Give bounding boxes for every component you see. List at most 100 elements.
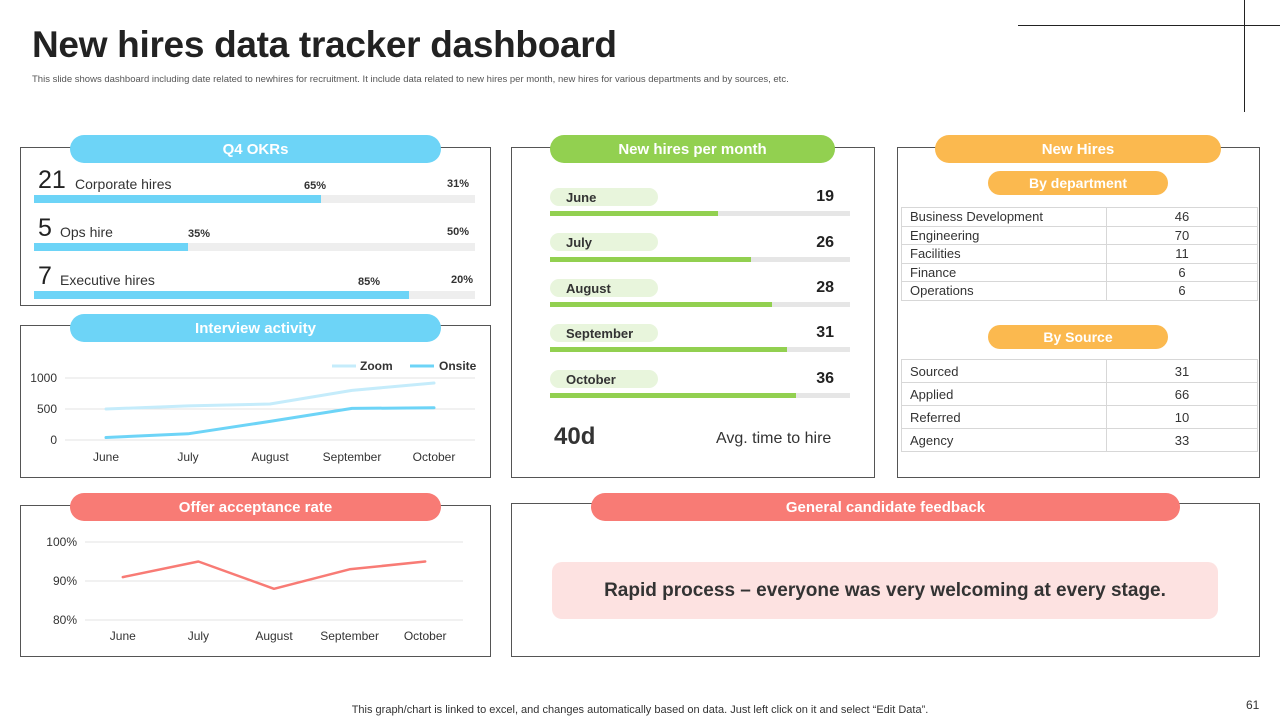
month-progress-track: [550, 393, 850, 398]
month-value: 26: [816, 234, 834, 251]
okr-count: 5: [38, 214, 52, 242]
okr-fill-percent: 65%: [304, 180, 327, 192]
footer-note: This graph/chart is linked to excel, and…: [351, 704, 929, 716]
source-value: 10: [1106, 405, 1258, 429]
okr-label: Executive hires: [60, 272, 155, 288]
decorative-line-vertical: [1244, 0, 1245, 112]
interview-title-pill: Interview activity: [70, 314, 441, 342]
offer-title-pill: Offer acceptance rate: [70, 493, 441, 521]
table-row: Finance 6: [901, 262, 1258, 282]
month-progress-fill: [550, 257, 751, 262]
okr-progress-fill: [34, 243, 189, 251]
x-tick-label: June: [110, 629, 136, 643]
department-value: 46: [1106, 207, 1258, 227]
month-value: 31: [816, 324, 834, 341]
okr-item: 21 Corporate hires 65% 31%: [34, 166, 478, 208]
table-row: Applied 66: [901, 382, 1258, 406]
department-value: 6: [1106, 262, 1258, 282]
legend-label-zoom: Zoom: [360, 359, 393, 373]
month-value: 28: [816, 279, 834, 296]
okr-item: 5 Ops hire 35% 50%: [34, 214, 478, 256]
source-name: Agency: [901, 428, 1107, 452]
okr-remaining-percent: 20%: [451, 274, 474, 286]
x-tick-label: August: [251, 450, 289, 464]
month-label: June: [550, 188, 658, 206]
table-row: Facilities 11: [901, 244, 1258, 264]
month-progress-track: [550, 347, 850, 352]
avg-time-value: 40d: [554, 423, 596, 450]
page-subtitle: This slide shows dashboard including dat…: [32, 74, 789, 85]
month-progress-fill: [550, 211, 718, 216]
department-name: Operations: [901, 281, 1107, 301]
feedback-title-pill: General candidate feedback: [591, 493, 1180, 521]
month-progress-fill: [550, 393, 796, 398]
table-row: Referred 10: [901, 405, 1258, 429]
series-line-offer-acceptance-rate: [121, 560, 427, 591]
department-name: Business Development: [901, 207, 1107, 227]
x-tick-label: June: [93, 450, 119, 464]
okr-remaining-percent: 50%: [447, 226, 470, 238]
department-name: Facilities: [901, 244, 1107, 264]
okr-count: 21: [38, 166, 66, 194]
x-tick-label: October: [413, 450, 456, 464]
month-label: October: [550, 370, 658, 388]
okr-title-pill: Q4 OKRs: [70, 135, 441, 163]
month-value: 36: [816, 370, 834, 387]
interview-chart: Zoom Onsite 0 500 1000 June July August Septem…: [30, 359, 477, 464]
source-name: Applied: [901, 382, 1107, 406]
month-label: August: [550, 279, 658, 297]
x-tick-label: September: [323, 450, 382, 464]
month-label: September: [550, 324, 658, 342]
legend-label-onsite: Onsite: [439, 359, 477, 373]
x-tick-label: October: [404, 629, 447, 643]
source-table: Sourced 31 Applied 66 Referred 10 Agency 33: [901, 359, 1258, 452]
okr-progress-fill: [34, 291, 409, 299]
by-department-pill: By department: [988, 171, 1168, 195]
monthly-title-pill: New hires per month: [550, 135, 835, 163]
table-row: Agency 33: [901, 428, 1258, 452]
y-tick-label: 90%: [53, 574, 77, 588]
source-value: 66: [1106, 382, 1258, 406]
department-value: 70: [1106, 225, 1258, 245]
month-value: 19: [816, 188, 834, 205]
monthly-row: June 19: [550, 187, 850, 217]
monthly-panel: [511, 147, 875, 478]
monthly-row: July 26: [550, 233, 850, 263]
series-line-zoom: [104, 381, 436, 411]
monthly-row: October 36: [550, 369, 850, 399]
month-progress-fill: [550, 302, 772, 307]
table-row: Operations 6: [901, 281, 1258, 301]
department-value: 11: [1106, 244, 1258, 264]
okr-progress-track: [34, 243, 475, 251]
decorative-line-horizontal: [1018, 25, 1280, 26]
month-label: July: [550, 233, 658, 251]
month-progress-track: [550, 257, 850, 262]
okr-label: Corporate hires: [75, 176, 172, 192]
source-value: 31: [1106, 359, 1258, 383]
offer-chart: 80% 90% 100% June July August September October: [46, 535, 463, 643]
monthly-row: August 28: [550, 278, 850, 308]
table-row: Engineering 70: [901, 225, 1258, 245]
month-progress-track: [550, 302, 850, 307]
source-name: Referred: [901, 405, 1107, 429]
avg-time-label: Avg. time to hire: [716, 430, 832, 447]
series-line-onsite: [104, 406, 436, 439]
department-value: 6: [1106, 281, 1258, 301]
okr-count: 7: [38, 262, 52, 290]
interview-legend: Zoom Onsite: [332, 359, 477, 373]
okr-label: Ops hire: [60, 224, 113, 240]
table-row: Sourced 31: [901, 359, 1258, 383]
okr-panel: [20, 147, 491, 306]
y-tick-label: 1000: [30, 371, 57, 385]
okr-remaining-percent: 31%: [447, 178, 470, 190]
source-value: 33: [1106, 428, 1258, 452]
okr-progress-track: [34, 291, 475, 299]
month-progress-track: [550, 211, 850, 216]
by-source-pill: By Source: [988, 325, 1168, 349]
new-hires-title-pill: New Hires: [935, 135, 1221, 163]
y-tick-label: 100%: [46, 535, 77, 549]
okr-fill-percent: 85%: [358, 276, 381, 288]
y-tick-label: 500: [37, 402, 57, 416]
page-number: 61: [1246, 698, 1260, 712]
okr-item: 7 Executive hires 85% 20%: [34, 262, 478, 304]
